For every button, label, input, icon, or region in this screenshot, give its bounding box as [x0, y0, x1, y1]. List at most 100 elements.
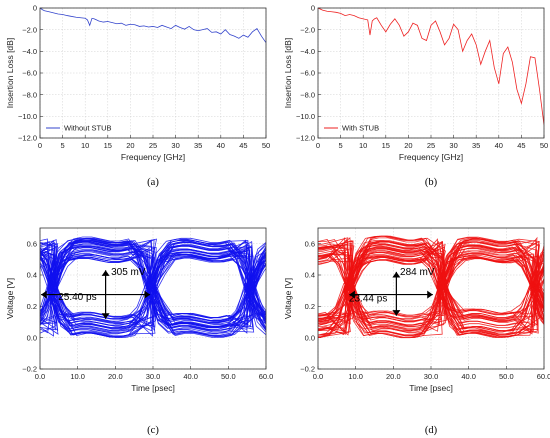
measure-arrow-head — [101, 313, 110, 319]
x-tick-label: 50 — [540, 141, 548, 150]
plot-area — [318, 8, 544, 126]
x-tick-label: 45 — [239, 141, 247, 150]
y-tick-label: −8.0 — [22, 90, 37, 99]
x-tick-label: 50.0 — [499, 372, 514, 381]
eye-trace — [40, 255, 266, 337]
legend-label: Without STUB — [64, 124, 112, 133]
eye-trace — [40, 249, 266, 331]
y-tick-label: −10.0 — [18, 112, 37, 121]
y-tick-label: 0.6 — [27, 239, 37, 248]
series-line — [318, 8, 544, 126]
x-tick-label: 0 — [316, 141, 320, 150]
x-tick-label: 35 — [194, 141, 202, 150]
measure-arrow-head — [392, 271, 401, 278]
x-tick-label: 45 — [517, 141, 525, 150]
measure-annotation: 305 mV — [111, 267, 146, 278]
y-tick-label: −2.0 — [300, 25, 315, 34]
eye-trace — [40, 256, 266, 331]
eye-trace — [318, 240, 544, 338]
eye-trace — [40, 258, 266, 336]
x-axis-label: Frequency [GHz] — [399, 152, 463, 162]
y-tick-label: −6.0 — [300, 69, 315, 78]
x-tick-label: 25 — [149, 141, 157, 150]
x-tick-label: 30 — [449, 141, 457, 150]
eye-trace — [318, 251, 544, 331]
x-axis-label: Frequency [GHz] — [121, 152, 185, 162]
plot-area: 284 mV 23.44 ps — [318, 235, 544, 339]
eye-trace — [40, 240, 266, 322]
y-tick-label: −4.0 — [300, 47, 315, 56]
y-tick-label: 0.4 — [305, 271, 315, 280]
x-tick-label: 20 — [126, 141, 134, 150]
x-tick-label: 10.0 — [70, 372, 85, 381]
plot-area: 305 mV 25.40 ps — [40, 236, 266, 338]
y-tick-label: 0.2 — [27, 302, 37, 311]
series-line — [40, 8, 266, 43]
y-tick-label: −4.0 — [22, 47, 37, 56]
measure-arrow-head — [101, 270, 110, 276]
x-tick-label: 15 — [382, 141, 390, 150]
y-tick-label: −8.0 — [300, 90, 315, 99]
x-tick-label: 25 — [427, 141, 435, 150]
eye-trace — [40, 247, 266, 338]
x-tick-label: 20 — [404, 141, 412, 150]
y-tick-label: 0.6 — [305, 239, 315, 248]
eye-trace — [318, 268, 544, 338]
eye-trace — [40, 256, 266, 331]
y-tick-label: −6.0 — [22, 69, 37, 78]
measure-arrow-head — [392, 310, 401, 316]
x-tick-label: 30.0 — [424, 372, 439, 381]
x-tick-label: 35 — [472, 141, 480, 150]
x-tick-label: 5 — [339, 141, 343, 150]
y-tick-label: 0.2 — [305, 302, 315, 311]
x-tick-label: 10 — [81, 141, 89, 150]
eye-trace — [40, 245, 266, 330]
eye-trace — [318, 238, 544, 317]
x-tick-label: 40.0 — [183, 372, 198, 381]
x-tick-label: 30 — [171, 141, 179, 150]
plot-area — [40, 8, 266, 43]
eye-trace — [40, 240, 266, 316]
x-tick-label: 50 — [262, 141, 270, 150]
eye-trace — [318, 236, 544, 317]
eye-trace — [318, 283, 544, 332]
eye-trace — [40, 253, 266, 331]
x-tick-label: 60.0 — [537, 372, 550, 381]
x-tick-label: 40.0 — [461, 372, 476, 381]
eye-trace — [40, 240, 266, 321]
plot-frame — [39, 227, 267, 370]
x-tick-label: 20.0 — [386, 372, 401, 381]
measure-arrow-head — [349, 290, 355, 299]
y-tick-label: −0.2 — [300, 365, 315, 374]
eye-trace — [40, 254, 266, 332]
x-tick-label: 40 — [217, 141, 225, 150]
y-tick-label: 0.0 — [27, 333, 37, 342]
eye-trace — [40, 238, 266, 327]
y-axis-label: Insertion Loss [dB] — [283, 38, 293, 108]
measure-annotation: 25.40 ps — [58, 292, 96, 303]
plot-frame — [317, 227, 545, 370]
measure-annotation: 23.44 ps — [349, 294, 387, 305]
y-tick-label: −0.2 — [22, 365, 37, 374]
measure-arrow-head — [144, 290, 151, 299]
x-tick-label: 20.0 — [108, 372, 123, 381]
eye-measurement: 305 mV 25.40 ps — [41, 267, 151, 319]
x-tick-label: 10.0 — [348, 372, 363, 381]
chart-panel-d: 0.0 10.0 20.0 30.0 40.0 50.0 60.0−0.20.00.20.4… — [283, 227, 550, 436]
eye-measurement: 284 mV 23.44 ps — [349, 267, 435, 316]
plot-frame — [39, 7, 267, 139]
eye-trace — [318, 282, 544, 338]
chart-panel-a: 0 5 10 15 20 25 30 35 40 45 50 0 −2.0 −4.0 −6.0 −8.0 −10… — [5, 4, 270, 188]
measure-annotation: 284 mV — [400, 267, 435, 278]
plot-frame — [317, 7, 545, 139]
panel-caption: (a) — [147, 177, 159, 188]
measure-arrow-head — [41, 290, 47, 299]
y-tick-label: −2.0 — [22, 25, 37, 34]
eye-trace — [318, 251, 544, 323]
y-tick-label: −10.0 — [296, 112, 315, 121]
panel-caption: (c) — [147, 425, 159, 436]
y-axis-label: Insertion Loss [dB] — [5, 38, 15, 108]
eye-trace — [40, 238, 266, 324]
eye-traces — [318, 235, 544, 339]
x-tick-label: 0.0 — [313, 372, 323, 381]
